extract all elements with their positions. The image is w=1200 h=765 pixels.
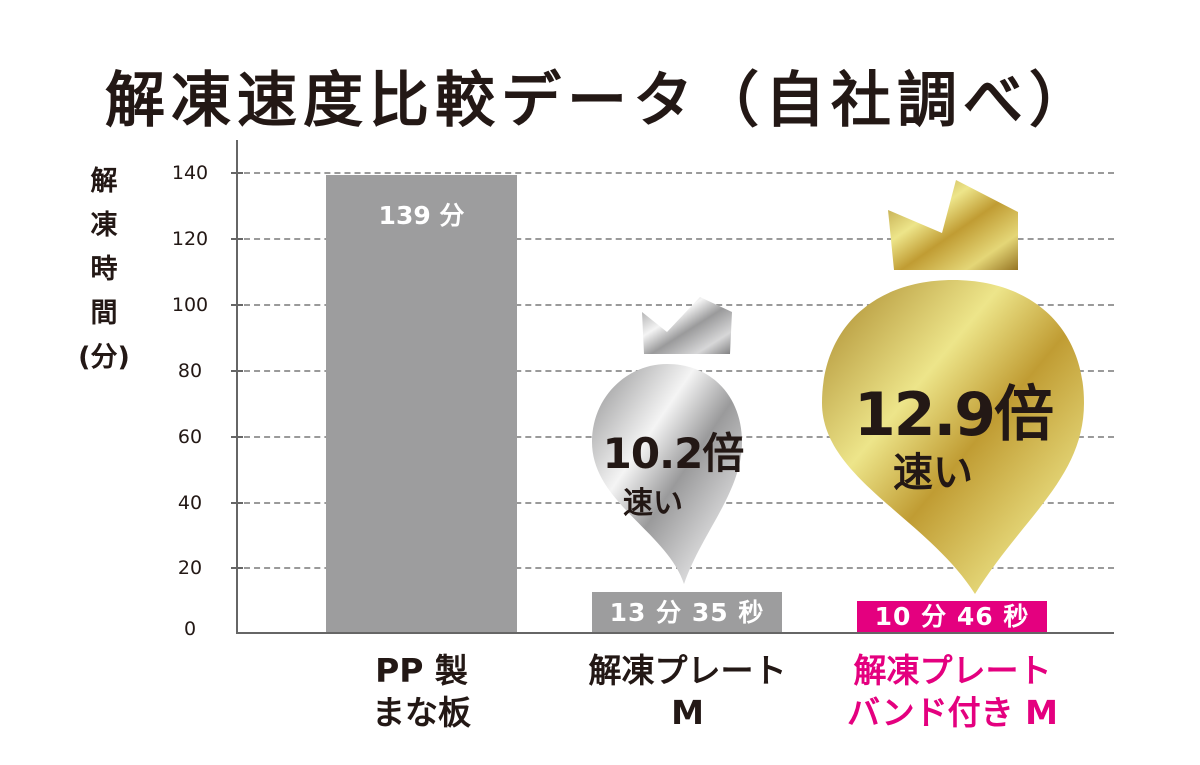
silver-crown-badge: 10.2倍 速い [592,292,744,587]
category-line: 解凍プレート [853,651,1052,690]
gold-crown-badge: 12.9倍 速い [822,178,1084,594]
y-axis [236,140,238,634]
y-tick-label: 120 [171,228,209,250]
bar-pp-cutting-board [326,175,517,633]
y-tick-label: 60 [177,426,203,448]
x-category-label: 解凍プレート M [560,650,815,734]
x-axis [236,632,1114,634]
badge-faster: 速い [623,486,683,521]
y-axis-label-char: 凍 [90,210,118,241]
category-line: 解凍プレート [588,651,787,690]
y-tick-label: 140 [171,162,209,184]
bar-defrost-plate-m: 13 分 35 秒 [592,592,782,633]
y-tick-label: 100 [171,294,209,316]
y-axis-label-char: 時 [90,254,118,285]
y-axis-label-char: 間 [90,298,118,329]
silver-crown-icon [592,297,742,584]
y-tick-label: 40 [177,492,203,514]
badge-multiplier: 12.9倍 [853,380,1054,450]
chart-title: 解凍速度比較データ（自社調べ） [105,66,1095,136]
x-category-label-highlight: 解凍プレート バンド付き M [820,650,1085,734]
bar-defrost-plate-band-m: 10 分 46 秒 [857,601,1047,633]
y-tick-label: 0 [183,618,197,640]
bar-value-label: 139 分 [378,201,465,230]
bar-value-label: 13 分 35 秒 [609,598,765,627]
category-line: まな板 [372,693,471,732]
category-line: バンド付き M [847,693,1058,732]
gridline-100 [244,304,1114,306]
gridline-140 [244,172,1114,174]
gridline-120 [244,238,1114,240]
y-axis-label-char: 解 [90,166,118,197]
gold-crown-icon [822,180,1084,594]
category-line: PP 製 [375,651,468,690]
bar-value-label: 10 分 46 秒 [874,602,1030,631]
y-tick-label: 80 [177,360,203,382]
badge-multiplier: 10.2倍 [602,429,745,478]
y-axis-label: 解 凍 時 間 (分) [72,160,136,380]
badge-faster: 速い [893,450,973,496]
y-tick-label: 20 [177,557,203,579]
category-line: M [671,693,704,732]
x-category-label: PP 製 まな板 [326,650,517,734]
y-axis-label-unit: (分) [78,342,130,373]
